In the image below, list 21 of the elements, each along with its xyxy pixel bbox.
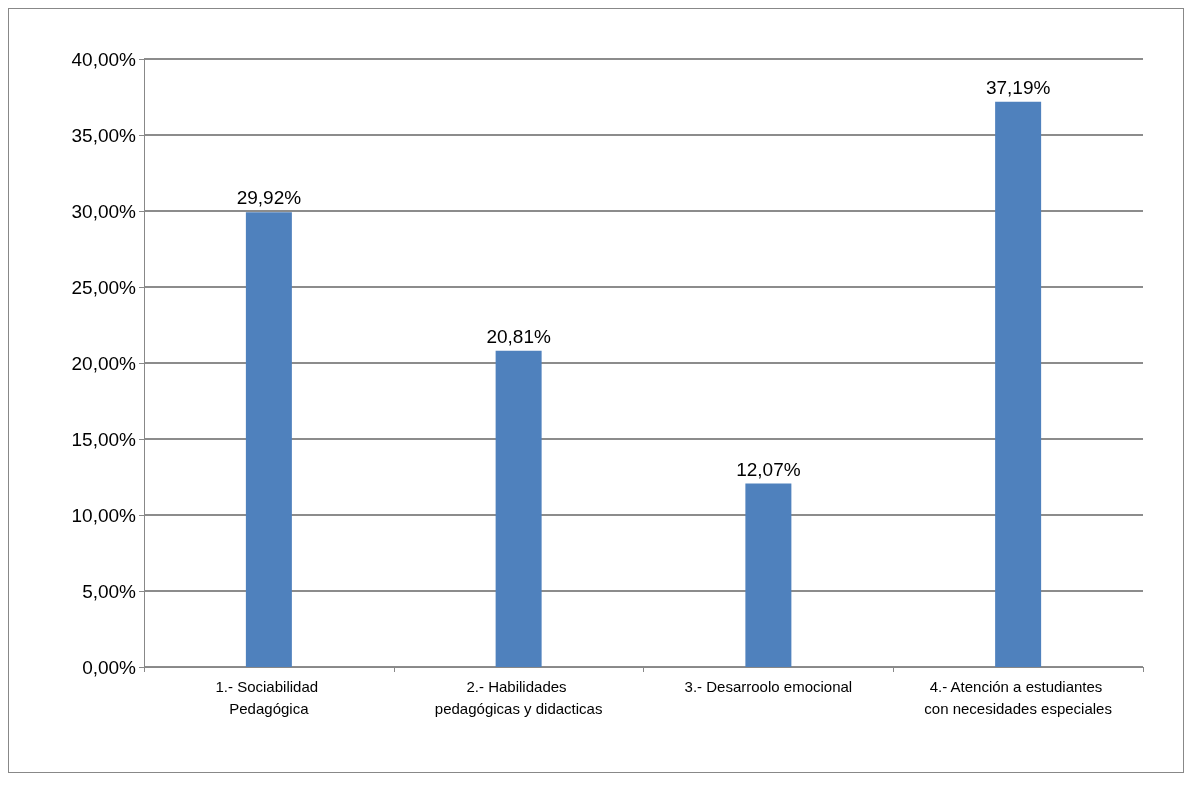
bar (495, 350, 542, 667)
y-tick-label: 30,00% (71, 200, 137, 222)
data-label: 20,81% (486, 325, 551, 347)
y-tick-label: 5,00% (82, 580, 137, 602)
bar (245, 212, 292, 667)
y-tick-label: 20,00% (71, 352, 137, 374)
y-tick-label: 10,00% (71, 504, 137, 526)
y-tick-label: 35,00% (71, 124, 137, 146)
data-label: 29,92% (236, 187, 302, 209)
x-tick-label: 2.- Habilidades pedagógicas y didacticas (434, 677, 603, 717)
y-tick-label: 15,00% (71, 428, 137, 450)
y-tick-label: 0,00% (82, 656, 137, 678)
data-label: 12,07% (736, 458, 801, 480)
x-tick-label: 4.- Atención a estudiantes con necesidades especiales (924, 677, 1112, 717)
data-label: 37,19% (985, 76, 1051, 98)
bar (745, 483, 792, 667)
x-tick-label: 1.- Sociabilidad Pedagógica (215, 677, 323, 717)
y-tick-label: 25,00% (71, 276, 137, 298)
y-tick-label: 40,00% (71, 48, 137, 70)
bar (995, 101, 1042, 667)
x-tick-label: 3.- Desarroolo emocional (684, 677, 853, 695)
